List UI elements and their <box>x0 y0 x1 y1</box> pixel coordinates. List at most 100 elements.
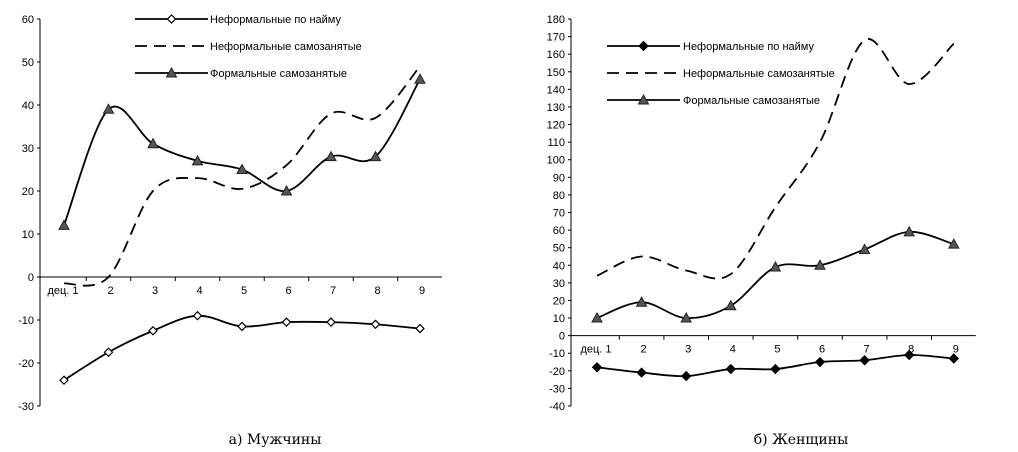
women-series-1-point <box>814 356 826 368</box>
men-x-tick-label: 8 <box>374 285 380 297</box>
men-series-1-point <box>415 323 425 334</box>
men-series-1-point <box>370 319 381 330</box>
men-x-tick-label: 5 <box>241 285 247 297</box>
women-series-3-point <box>724 299 737 311</box>
women-x-tick-label: 7 <box>864 344 870 356</box>
women-series-1-point <box>859 355 870 366</box>
men-y-tick-label: 0 <box>28 272 34 284</box>
women-y-tick-label: 60 <box>553 225 565 237</box>
women-legend-label-2: Неформальные самозанятые <box>683 68 835 80</box>
women-y-tick-label: 100 <box>547 155 565 167</box>
women-x-tick-label: 6 <box>819 344 825 356</box>
men-series-3-point <box>236 163 248 174</box>
men-y-tick-label: 50 <box>22 57 34 69</box>
women-y-tick-label: 40 <box>553 260 565 272</box>
women-x-tick-label: 4 <box>730 344 736 356</box>
women-y-tick-label: -30 <box>549 383 565 395</box>
women-series-3-point <box>814 259 826 270</box>
women-y-tick-label: 30 <box>553 278 565 290</box>
men-x-tick-label: 3 <box>152 285 158 297</box>
men-series-1-point <box>326 317 336 327</box>
men-series-line-2 <box>63 65 421 287</box>
women-legend-label-3: Формальные самозанятые <box>683 95 820 107</box>
chart-men: -30 -20 -10 0 10 20 30 40 50 60 дец. 1 2 3 4 5 6 7 8 9 Нефо… <box>18 14 442 448</box>
men-y-tick-label: -30 <box>18 401 34 413</box>
women-series-3-point <box>769 261 782 272</box>
women-y-tick-label: 170 <box>547 32 565 44</box>
women-legend-marker-1 <box>638 40 649 52</box>
women-y-tick-label: 110 <box>547 137 565 149</box>
men-series-3-point <box>325 150 337 162</box>
women-series-1-point <box>948 353 960 364</box>
men-legend-label-2: Неформальные самозанятые <box>210 41 362 53</box>
women-y-tick-label: -40 <box>549 401 565 413</box>
women-legend-marker-3 <box>637 93 650 105</box>
men-series-1-point <box>148 325 158 336</box>
men-x-tick-label: дец. 1 <box>47 285 78 297</box>
men-series-1-point <box>192 310 203 321</box>
women-series-1-point <box>725 363 737 375</box>
women-x-tick-label: дец. 1 <box>580 344 611 356</box>
men-series-1-point <box>59 375 69 386</box>
women-x-tick-label: 9 <box>953 344 959 356</box>
women-x-tick-label: 2 <box>641 344 647 356</box>
women-y-tick-label: 160 <box>547 49 565 61</box>
women-series-3-point <box>903 225 916 237</box>
women-y-tick-label: 140 <box>547 84 565 96</box>
women-y-tick-label: 180 <box>547 14 565 26</box>
men-y-tick-label: 30 <box>22 143 34 155</box>
men-series-3-point <box>58 219 70 230</box>
women-x-tick-label: 5 <box>774 344 780 356</box>
men-series-3-point <box>280 184 293 196</box>
women-legend-label-1: Неформальные по найму <box>683 41 814 53</box>
women-series-3-point <box>591 312 603 323</box>
women-y-tick-label: 70 <box>553 208 565 220</box>
women-y-tick-label: -20 <box>549 366 565 378</box>
chart-women: -40 -30 -20 -10 0 10 20 30 40 50 60 70 80 90 100 110 120… <box>547 14 976 448</box>
men-series-3-point <box>414 73 426 84</box>
women-y-tick-label: 130 <box>547 102 565 114</box>
women-y-tick-label: 120 <box>547 120 565 132</box>
men-legend-label-1: Неформальные по найму <box>210 14 341 26</box>
men-y-tick-label: -20 <box>18 358 34 370</box>
women-series-3-point <box>635 296 648 307</box>
women-y-tick-label: 0 <box>559 331 565 343</box>
women-y-tick-label: 90 <box>553 172 565 184</box>
women-chart-caption: б) Женщины <box>754 432 849 448</box>
men-x-tick-label: 7 <box>330 285 336 297</box>
men-y-tick-label: 20 <box>22 186 34 198</box>
men-x-tick-label: 2 <box>107 285 113 297</box>
men-series-3-point <box>147 137 159 149</box>
men-y-tick-label: -10 <box>18 315 34 327</box>
women-series-1-point <box>903 349 915 361</box>
men-series-1-point <box>281 317 292 327</box>
women-y-tick-label: 150 <box>547 67 565 79</box>
women-y-tick-label: 80 <box>553 190 565 202</box>
men-y-tick-label: 60 <box>22 14 34 26</box>
men-x-tick-label: 9 <box>419 285 425 297</box>
men-legend-marker-3 <box>165 66 178 78</box>
women-x-tick-label: 8 <box>908 344 914 356</box>
women-x-tick-label: 3 <box>685 344 691 356</box>
men-legend-marker-1 <box>166 14 177 24</box>
men-y-tick-label: 10 <box>22 229 34 241</box>
men-series-line-3 <box>63 78 421 226</box>
men-series-3-point <box>102 103 115 114</box>
men-x-tick-label: 6 <box>285 285 291 297</box>
women-series-1-point <box>591 362 603 373</box>
men-series-3-point <box>369 150 382 162</box>
women-series-3-point <box>680 312 693 323</box>
women-series-1-point <box>636 367 647 378</box>
women-y-tick-label: 10 <box>553 313 565 325</box>
women-series-3-point <box>947 238 960 249</box>
men-x-tick-label: 4 <box>196 285 202 297</box>
men-series-1-point <box>103 347 114 358</box>
men-y-tick-label: 40 <box>22 100 34 112</box>
men-chart-caption: а) Мужчины <box>229 432 322 448</box>
women-series-3-point <box>858 243 871 254</box>
women-series-1-point <box>680 370 692 382</box>
women-series-1-point <box>770 363 781 375</box>
women-y-tick-label: 20 <box>553 295 565 307</box>
women-y-tick-label: 50 <box>553 243 565 255</box>
men-series-1-point <box>237 321 247 332</box>
